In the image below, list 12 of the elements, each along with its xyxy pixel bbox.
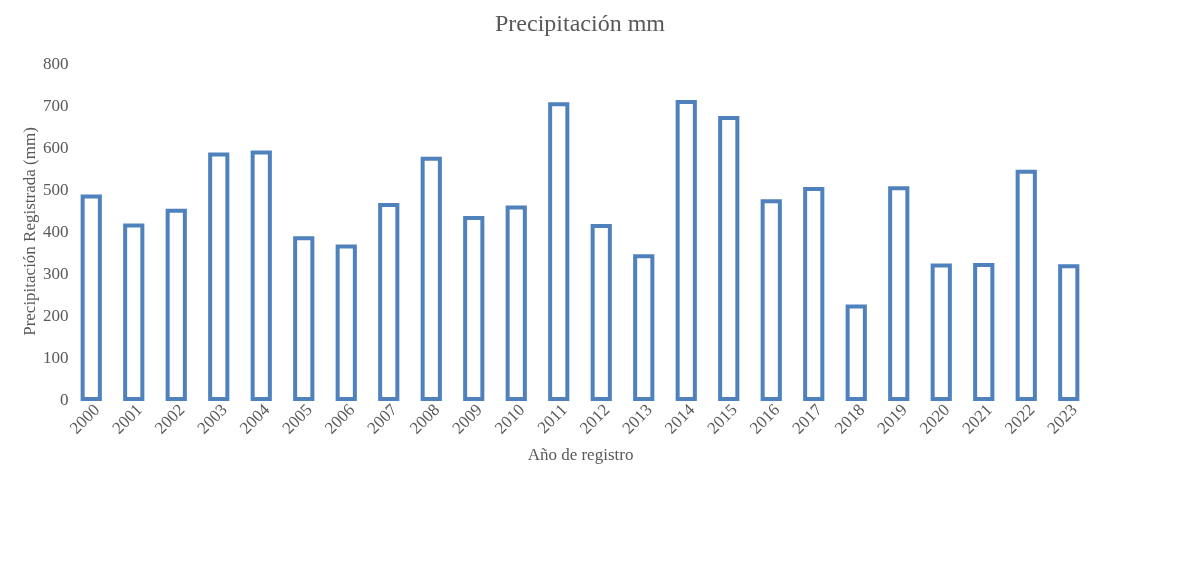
- y-tick-label: 600: [43, 137, 69, 157]
- y-tick-label: 200: [43, 305, 69, 325]
- chart-title: Precipitación mm: [495, 10, 666, 36]
- y-tick-label: 100: [43, 347, 69, 367]
- x-axis-title: Año de registro: [527, 444, 634, 464]
- y-tick-label: 300: [43, 263, 69, 283]
- y-tick-label: 400: [43, 221, 69, 241]
- y-tick-label: 0: [60, 389, 69, 409]
- y-tick-label: 700: [43, 95, 69, 115]
- y-tick-label: 800: [43, 53, 69, 73]
- y-tick-label: 500: [43, 179, 69, 199]
- y-axis-title: Precipitación Registrada (mm): [20, 127, 39, 336]
